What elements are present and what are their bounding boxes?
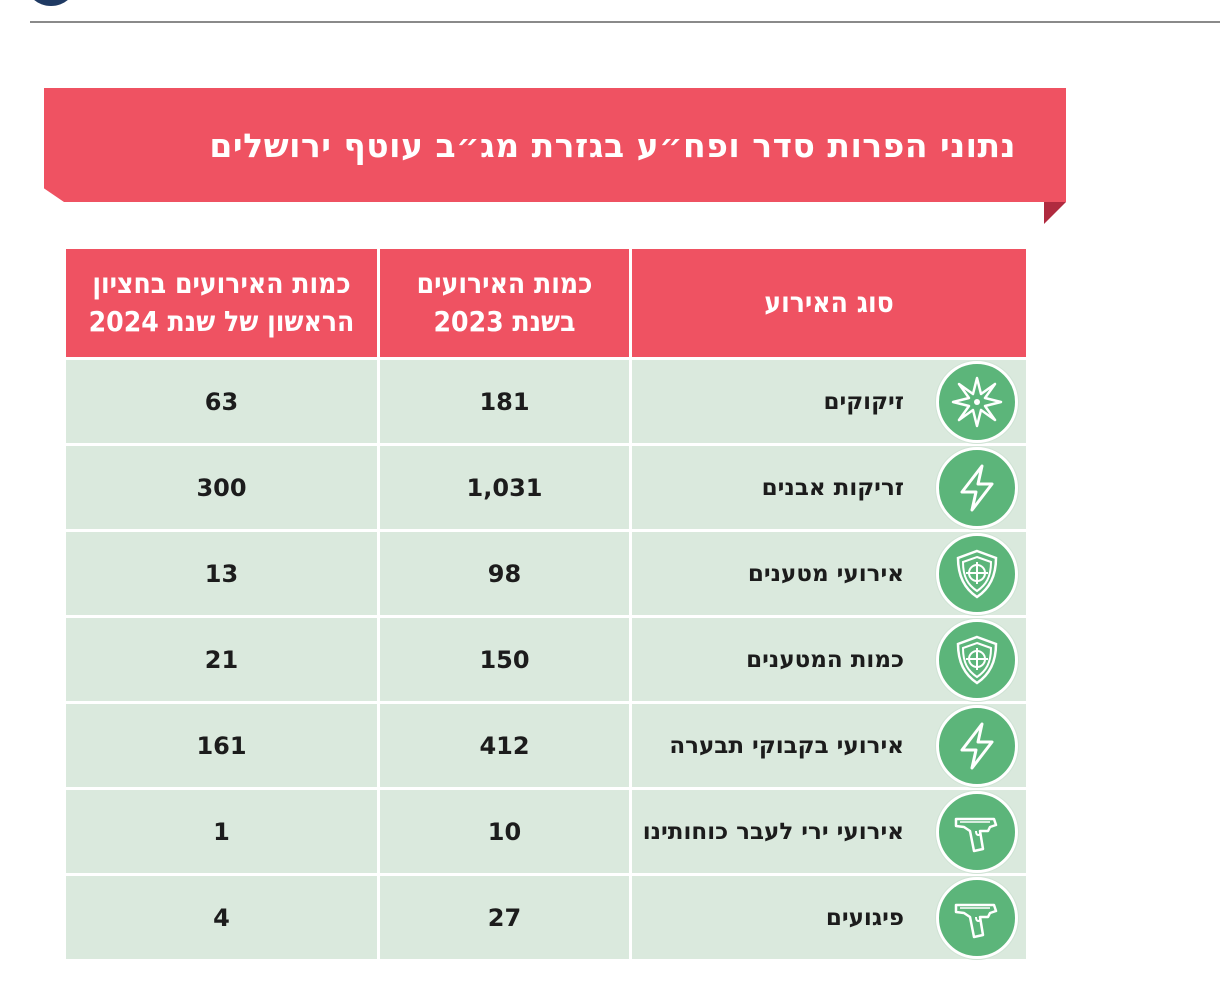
event-type-cell: אירועי מטענים — [629, 532, 1026, 615]
table-row: כמות המטענים 150 21 — [66, 615, 1026, 701]
table-row: אירועי מטענים 98 13 — [66, 529, 1026, 615]
event-type-cell: זריקות אבנים — [629, 446, 1026, 529]
header-2023: כמות האירועים בשנת 2023 — [377, 249, 629, 357]
value-2023: 181 — [377, 360, 629, 443]
event-type-label: כמות המטענים — [746, 646, 904, 673]
pistol-icon — [936, 876, 1018, 959]
lightning-icon — [936, 704, 1018, 787]
event-type-label: זריקות אבנים — [761, 474, 904, 501]
value-2023: 412 — [377, 704, 629, 787]
page-title: נתוני הפרות סדר ופח״ע בגזרת מג״ב עוטף יר… — [209, 125, 1016, 165]
value-h1-2024: 63 — [66, 360, 377, 443]
firework-star-icon — [936, 360, 1018, 443]
event-type-cell: פיגועים — [629, 876, 1026, 959]
value-h1-2024: 13 — [66, 532, 377, 615]
table-row: זריקות אבנים 1,031 300 — [66, 443, 1026, 529]
value-h1-2024: 300 — [66, 446, 377, 529]
table-row: אירועי בקבוקי תבערה 412 161 — [66, 701, 1026, 787]
event-type-label: אירועי בקבוקי תבערה — [669, 732, 904, 759]
header-h1-2024: כמות האירועים בחציון הראשון של שנת 2024 — [66, 249, 377, 357]
value-2023: 10 — [377, 790, 629, 873]
title-banner: נתוני הפרות סדר ופח״ע בגזרת מג״ב עוטף יר… — [44, 88, 1066, 224]
pistol-icon — [936, 790, 1018, 873]
table-row: אירועי ירי לעבר כוחותינו 10 1 — [66, 787, 1026, 873]
event-type-label: אירועי מטענים — [747, 560, 904, 587]
event-type-cell: כמות המטענים — [629, 618, 1026, 701]
banner-fold — [1044, 202, 1066, 224]
incidents-table: סוג האירוע כמות האירועים בשנת 2023 כמות … — [66, 249, 1026, 959]
event-type-cell: אירועי בקבוקי תבערה — [629, 704, 1026, 787]
event-type-label: זיקוקים — [823, 388, 904, 415]
event-type-label: אירועי ירי לעבר כוחותינו — [642, 818, 904, 845]
value-2023: 98 — [377, 532, 629, 615]
value-2023: 150 — [377, 618, 629, 701]
value-h1-2024: 161 — [66, 704, 377, 787]
value-2023: 1,031 — [377, 446, 629, 529]
target-shield-icon — [936, 532, 1018, 615]
header-event-type: סוג האירוע — [629, 249, 1026, 357]
value-h1-2024: 21 — [66, 618, 377, 701]
top-divider — [30, 21, 1220, 23]
event-type-cell: זיקוקים — [629, 360, 1026, 443]
banner-ribbon: נתוני הפרות סדר ופח״ע בגזרת מג״ב עוטף יר… — [44, 88, 1066, 202]
lightning-icon — [936, 446, 1018, 529]
logo — [26, 0, 76, 6]
table-row: זיקוקים 181 63 — [66, 357, 1026, 443]
event-type-label: פיגועים — [825, 904, 904, 931]
value-h1-2024: 4 — [66, 876, 377, 959]
event-type-cell: אירועי ירי לעבר כוחותינו — [629, 790, 1026, 873]
target-shield-icon — [936, 618, 1018, 701]
table-header-row: סוג האירוע כמות האירועים בשנת 2023 כמות … — [66, 249, 1026, 357]
value-h1-2024: 1 — [66, 790, 377, 873]
value-2023: 27 — [377, 876, 629, 959]
table-row: פיגועים 27 4 — [66, 873, 1026, 959]
